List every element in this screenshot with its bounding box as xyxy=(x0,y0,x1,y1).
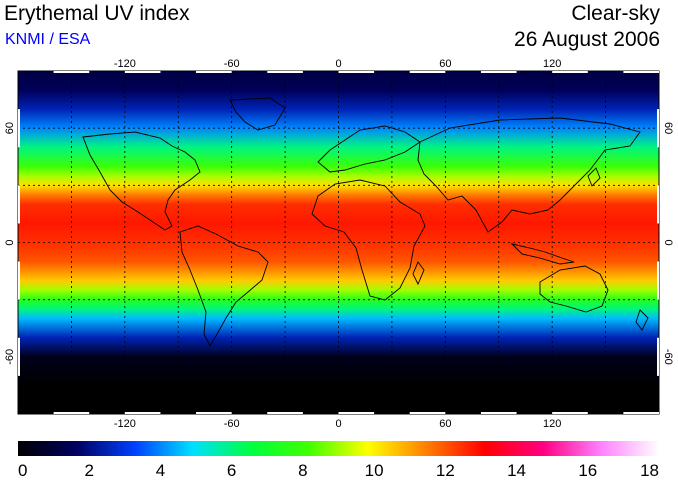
madagascar-outline xyxy=(412,261,425,286)
latitude-tick-label: 60 xyxy=(662,122,674,134)
credit-label: KNMI / ESA xyxy=(5,31,91,48)
longitude-labels-bottom: -120 -60 0 60 120 xyxy=(114,418,562,430)
colorbar-tick-label: 0 xyxy=(18,461,27,480)
colorbar-tick-label: 10 xyxy=(365,461,384,480)
colorbar-tick-label: 12 xyxy=(436,461,455,480)
map-panel: -120 -60 0 60 120 -120 -60 0 60 120 60 0 -60 60 0 -6… xyxy=(4,58,674,430)
longitude-tick-label: 0 xyxy=(335,418,341,430)
south-america-outline xyxy=(179,225,269,347)
sky-condition-label: Clear-sky xyxy=(571,2,660,25)
latitude-tick-label: -60 xyxy=(662,349,674,365)
latitude-tick-label: 0 xyxy=(662,239,674,245)
colorbar-tick-label: 8 xyxy=(298,461,307,480)
colorbar-tick-label: 4 xyxy=(156,461,165,480)
latitude-labels-left: 60 0 -60 xyxy=(4,122,16,365)
map-title: Erythemal UV index xyxy=(4,2,190,25)
longitude-tick-label: 120 xyxy=(543,418,561,430)
longitude-tick-label: 0 xyxy=(335,58,341,70)
longitude-tick-label: 60 xyxy=(439,58,451,70)
graticule xyxy=(18,71,659,414)
longitude-tick-label: -60 xyxy=(224,58,240,70)
north-america-outline xyxy=(82,131,201,231)
greenland-outline xyxy=(229,97,286,131)
date-label: 26 August 2006 xyxy=(514,28,660,51)
continent-outlines xyxy=(18,97,659,399)
australia-outline xyxy=(539,265,609,313)
asia-outline xyxy=(417,117,641,233)
longitude-tick-label: -120 xyxy=(114,58,136,70)
new-zealand-outline xyxy=(635,309,649,331)
colorbar-tick-label: 14 xyxy=(507,461,526,480)
colorbar-labels: 0 2 4 6 8 10 12 14 16 18 xyxy=(18,461,659,480)
africa-outline xyxy=(311,179,426,301)
latitude-tick-label: 0 xyxy=(4,239,16,245)
frame-ticks xyxy=(18,71,659,414)
colorbar-tick-label: 2 xyxy=(84,461,93,480)
colorbar: 0 2 4 6 8 10 12 14 16 18 xyxy=(18,441,659,480)
longitude-tick-label: 120 xyxy=(543,58,561,70)
latitude-tick-label: -60 xyxy=(4,349,16,365)
antarctica-outline xyxy=(18,391,659,399)
latitude-tick-label: 60 xyxy=(4,122,16,134)
colorbar-tick-label: 6 xyxy=(227,461,236,480)
longitude-tick-label: -120 xyxy=(114,418,136,430)
colorbar-tick-label: 16 xyxy=(578,461,597,480)
longitude-tick-label: -60 xyxy=(224,418,240,430)
longitude-tick-label: 60 xyxy=(439,418,451,430)
colorbar-tick-label: 18 xyxy=(640,461,659,480)
japan-outline xyxy=(587,167,601,187)
colorbar-strip xyxy=(18,441,659,456)
latitude-labels-right: 60 0 -60 xyxy=(662,122,674,365)
indonesia-outline xyxy=(510,243,575,265)
longitude-labels-top: -120 -60 0 60 120 xyxy=(114,58,562,70)
